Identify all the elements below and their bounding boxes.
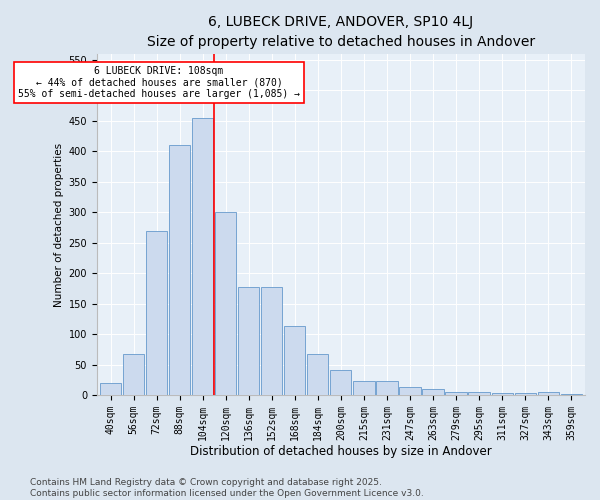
Bar [422, 390, 443, 396]
Bar [100, 383, 121, 396]
Bar [491, 393, 512, 396]
Title: 6, LUBECK DRIVE, ANDOVER, SP10 4LJ
Size of property relative to detached houses : 6, LUBECK DRIVE, ANDOVER, SP10 4LJ Size … [147, 15, 535, 48]
Text: 6 LUBECK DRIVE: 108sqm
← 44% of detached houses are smaller (870)
55% of semi-de: 6 LUBECK DRIVE: 108sqm ← 44% of detached… [18, 66, 300, 99]
Text: Contains HM Land Registry data © Crown copyright and database right 2025.
Contai: Contains HM Land Registry data © Crown c… [30, 478, 424, 498]
Bar [215, 212, 236, 396]
Bar [515, 393, 536, 396]
Bar [261, 287, 283, 396]
Bar [469, 392, 490, 396]
Bar [560, 394, 582, 396]
Bar [353, 382, 374, 396]
Bar [400, 388, 421, 396]
Bar [307, 354, 328, 396]
Bar [169, 146, 190, 396]
Bar [238, 287, 259, 396]
Bar [330, 370, 352, 396]
X-axis label: Distribution of detached houses by size in Andover: Distribution of detached houses by size … [190, 444, 492, 458]
Bar [123, 354, 144, 396]
Bar [376, 382, 398, 396]
Bar [538, 392, 559, 396]
Bar [192, 118, 214, 396]
Y-axis label: Number of detached properties: Number of detached properties [54, 142, 64, 306]
Bar [146, 230, 167, 396]
Bar [284, 326, 305, 396]
Bar [445, 392, 467, 396]
